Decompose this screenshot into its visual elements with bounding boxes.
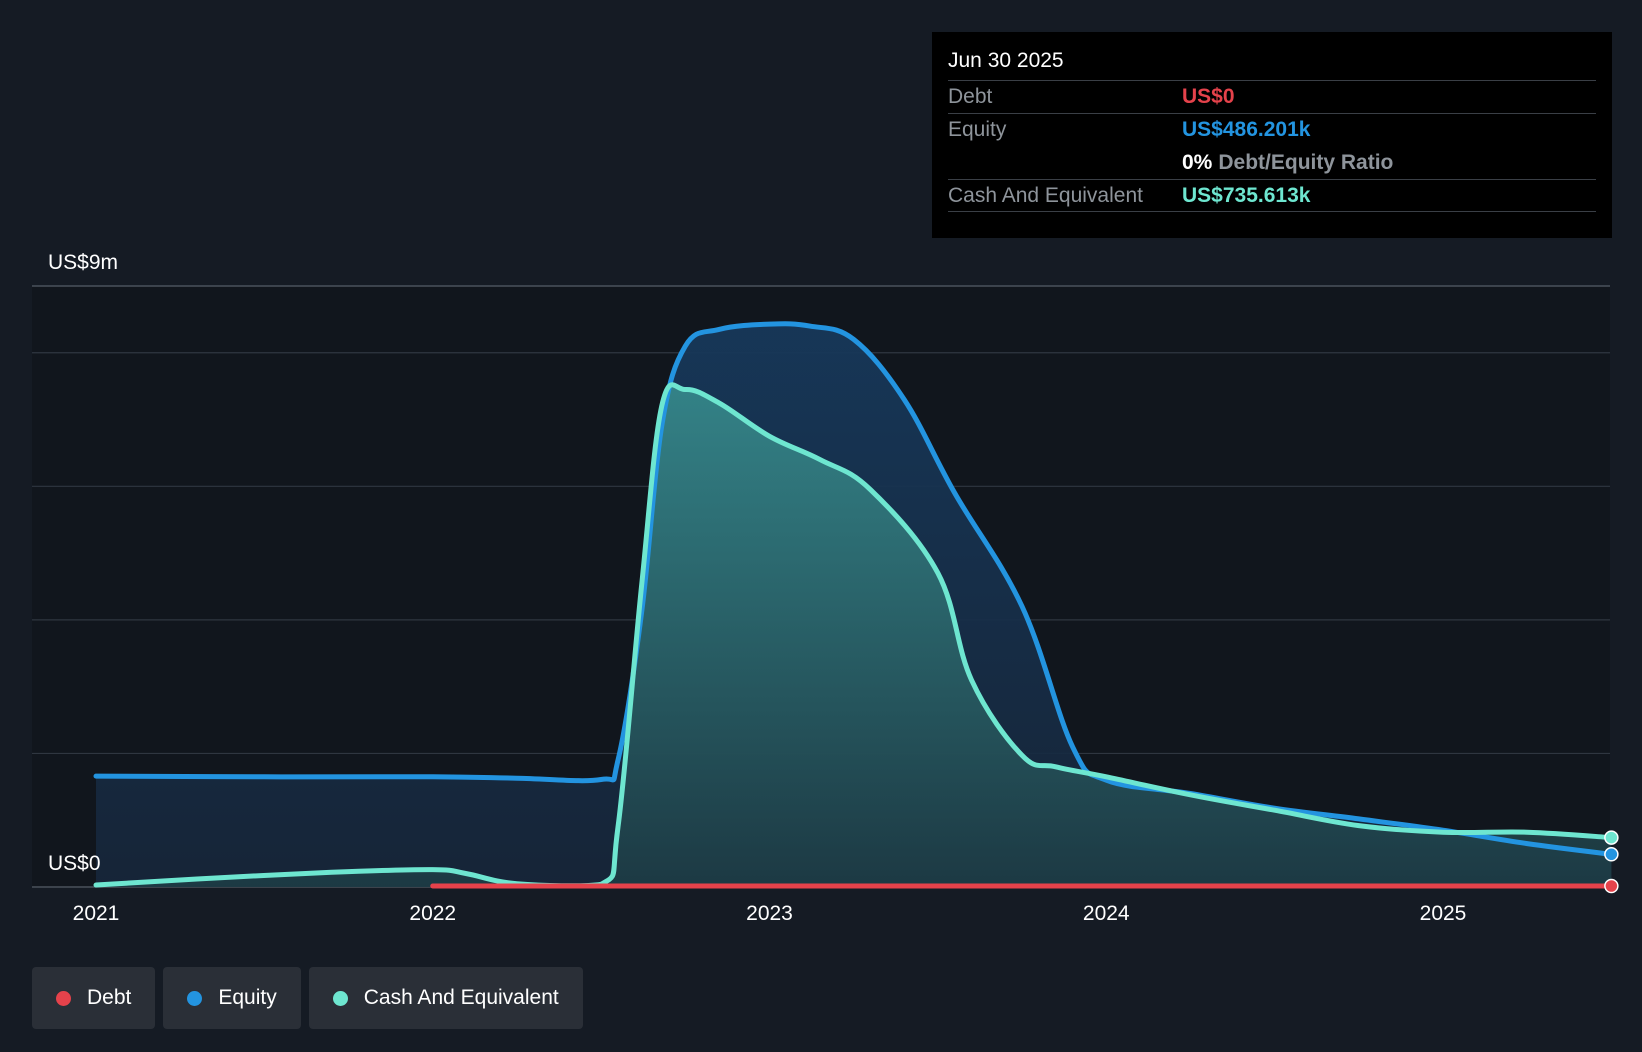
tooltip-debt-row: Debt US$0 [948,80,1596,113]
cash-dot-icon [332,990,348,1006]
tooltip-panel: Jun 30 2025 Debt US$0 Equity US$486.201k… [932,32,1612,238]
tooltip-date: Jun 30 2025 [948,49,1064,72]
tooltip-equity-label: Equity [948,118,1007,141]
equity-end-marker[interactable] [1604,847,1619,862]
debt-dot-icon [56,990,71,1006]
legend-cash-label: Cash And Equivalent [363,986,559,1009]
tooltip-debt-label: Debt [948,85,993,108]
x-axis-ticks: 2021 2022 2023 2024 2025 [73,902,1467,925]
tooltip-cash-value: US$735.613k [1182,183,1311,207]
cash-end-marker[interactable] [1604,830,1619,845]
legend-item-debt[interactable]: Debt [32,967,156,1029]
tooltip-debt-value: US$0 [1182,85,1235,108]
tooltip-ratio-label: Debt/Equity Ratio [1218,150,1394,174]
legend-item-cash[interactable]: Cash And Equivalent [308,967,583,1029]
x-tick-label-2025: 2025 [1420,902,1467,925]
debt-end-marker[interactable] [1604,878,1619,894]
y-axis-top-label: US$9m [48,251,119,274]
chart-legend: Debt Equity Cash And Equivalent [32,967,583,1029]
tooltip-equity-row: Equity US$486.201k [948,113,1596,146]
tooltip-equity-value: US$486.201k [1182,118,1311,141]
series-lines [93,321,1614,889]
equity-dot-icon [187,990,203,1006]
series-areas [96,323,1612,887]
tooltip-cash-label: Cash And Equivalent [948,183,1143,207]
legend-item-equity[interactable]: Equity [163,967,301,1029]
y-axis-bottom-label: US$0 [48,852,101,875]
x-tick-label-2023: 2023 [746,902,793,925]
tooltip-cash-row: Cash And Equivalent US$735.613k [948,179,1596,212]
legend-equity-label: Equity [218,986,277,1009]
legend-debt-label: Debt [87,986,132,1009]
tooltip-ratio-value: 0% [1182,150,1213,174]
end-markers [1604,830,1619,894]
cash-line [93,382,1614,889]
tooltip-ratio-row: 0% Debt/Equity Ratio [948,146,1596,179]
x-tick-label-2021: 2021 [73,902,120,925]
x-tick-label-2024: 2024 [1083,902,1130,925]
x-tick-label-2022: 2022 [409,902,456,925]
cash-area [96,384,1612,887]
